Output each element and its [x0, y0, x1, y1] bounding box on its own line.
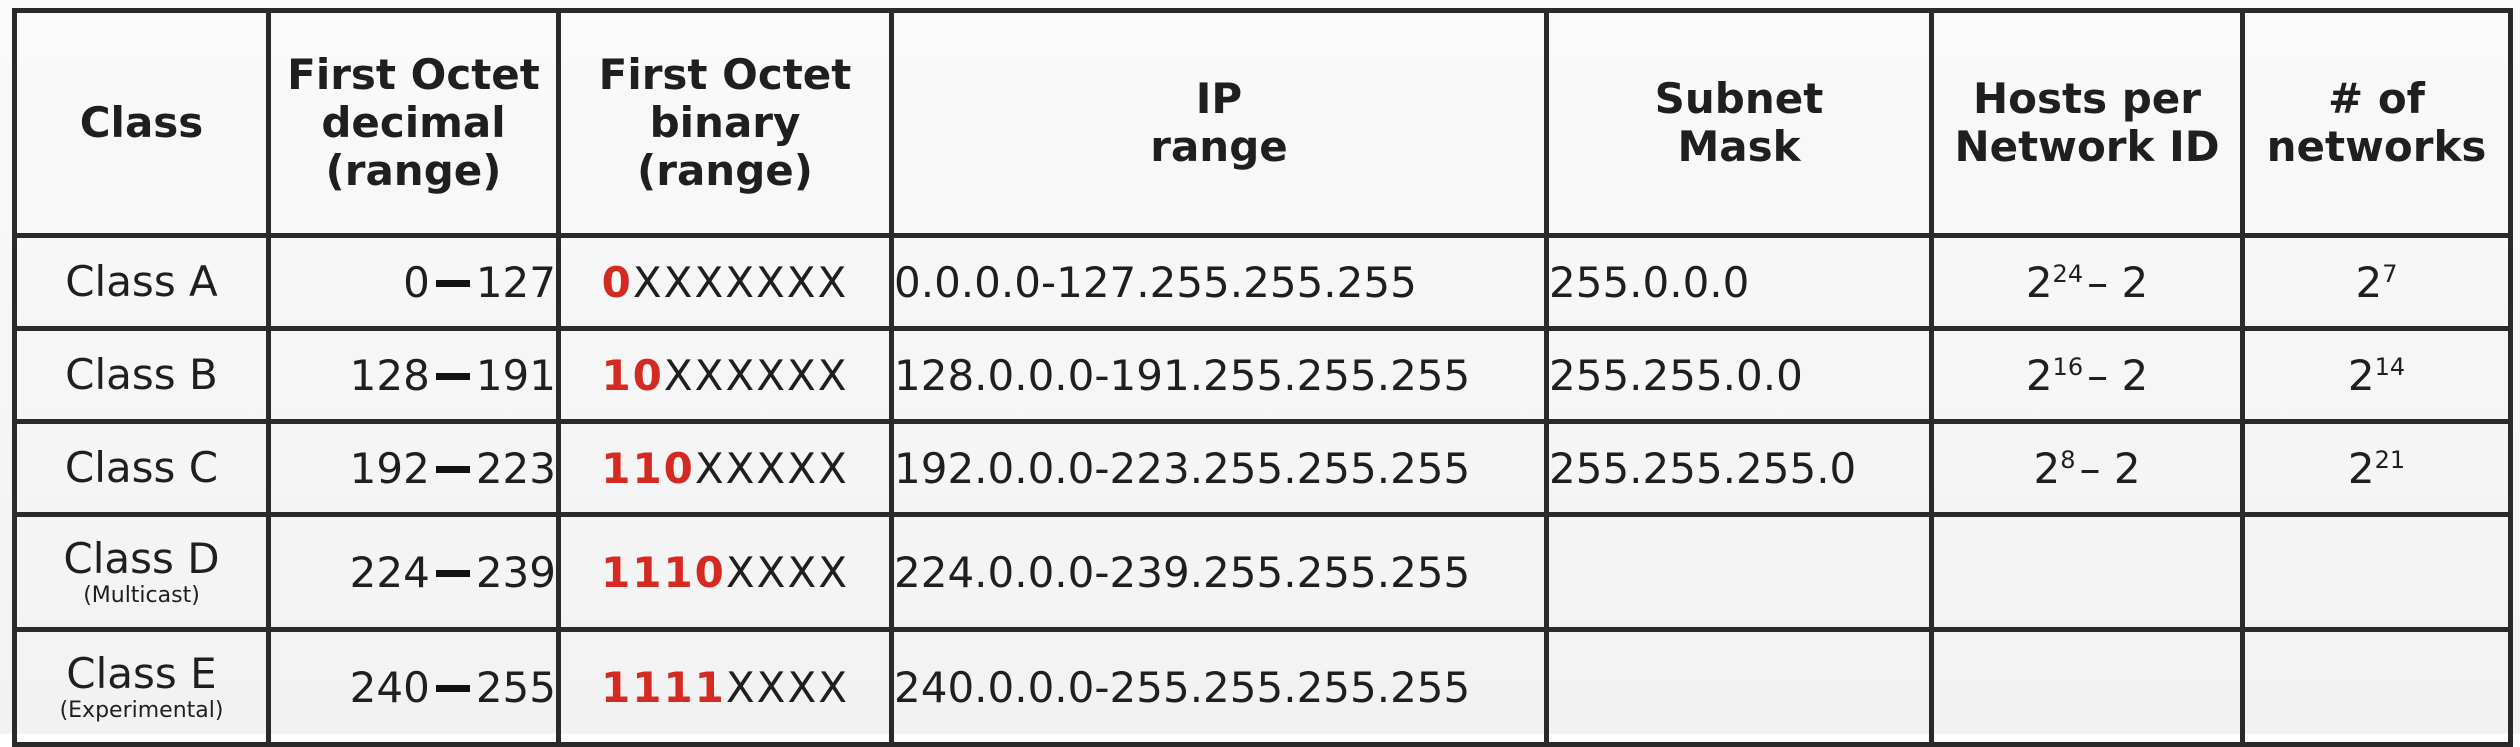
- class-name: Class D: [63, 534, 220, 583]
- decimal-end: 191: [475, 350, 556, 400]
- ip-range-cell: 240.0.0.0-255.255.255.255: [889, 627, 1549, 747]
- range-dash: [435, 279, 470, 287]
- networks-exponent: 21: [2374, 445, 2406, 474]
- hosts-base: 2: [2025, 257, 2053, 307]
- header-hosts-per-network: Hosts per Network ID: [1929, 8, 2245, 238]
- binary-range-cell: 1111XXXX: [556, 627, 894, 747]
- decimal-range-cell: 192 223: [266, 419, 561, 517]
- header-ip-range: IP range: [889, 8, 1549, 238]
- decimal-range-cell: 224 239: [266, 512, 561, 632]
- hosts-exponent: 16: [2052, 352, 2084, 381]
- hosts-cell: [1929, 512, 2245, 632]
- binary-prefix: 10: [601, 350, 664, 400]
- hosts-minus: – 2: [2087, 350, 2149, 400]
- class-subtitle: (Multicast): [83, 583, 200, 608]
- decimal-end: 223: [475, 443, 556, 493]
- binary-range-cell: 0XXXXXXX: [556, 233, 894, 331]
- ip-range-cell: 0.0.0.0-127.255.255.255: [889, 233, 1549, 331]
- decimal-range-cell: 128 191: [266, 326, 561, 424]
- range-dash: [435, 465, 470, 473]
- subnet-mask-cell: [1544, 512, 1934, 632]
- class-name: Class C: [64, 443, 219, 492]
- networks-exponent: 14: [2374, 352, 2406, 381]
- hosts-base: 2: [2033, 443, 2061, 493]
- ip-range-cell: 192.0.0.0-223.255.255.255: [889, 419, 1549, 517]
- binary-prefix: 0: [601, 257, 633, 307]
- range-dash: [435, 684, 470, 692]
- networks-base: 2: [2347, 443, 2375, 493]
- hosts-base: 2: [2025, 350, 2053, 400]
- table-row-class-a: Class A 0 127 0XXXXXXX 0.0.0.0-127.255.25…: [12, 233, 2513, 331]
- subnet-mask-cell: 255.255.0.0: [1544, 326, 1934, 424]
- ip-class-table: Class First Octet decimal (range) First …: [12, 8, 2513, 747]
- range-dash: [435, 569, 470, 577]
- class-cell: Class A: [12, 233, 271, 331]
- networks-cell: 27: [2240, 233, 2513, 331]
- decimal-end: 239: [475, 547, 556, 597]
- decimal-end: 255: [475, 662, 556, 712]
- binary-rest: XXXX: [725, 662, 849, 712]
- networks-base: 2: [2347, 350, 2375, 400]
- table-row-class-c: Class C 192 223 110XXXXX 192.0.0.0-223.25…: [12, 419, 2513, 517]
- header-first-octet-decimal: First Octet decimal (range): [266, 8, 561, 238]
- header-subnet-mask: Subnet Mask: [1544, 8, 1934, 238]
- class-cell: Class B: [12, 326, 271, 424]
- hosts-exponent: 24: [2052, 259, 2084, 288]
- hosts-cell: 224– 2: [1929, 233, 2245, 331]
- header-class: Class: [12, 8, 271, 238]
- networks-base: 2: [2355, 257, 2383, 307]
- binary-range-cell: 110XXXXX: [556, 419, 894, 517]
- networks-cell: 221: [2240, 419, 2513, 517]
- table-row-class-b: Class B 128 191 10XXXXXX 128.0.0.0-191.25…: [12, 326, 2513, 424]
- header-number-of-networks: # of networks: [2240, 8, 2513, 238]
- networks-cell: 214: [2240, 326, 2513, 424]
- class-cell: Class D (Multicast): [12, 512, 271, 632]
- binary-rest: XXXX: [725, 547, 849, 597]
- hosts-minus: – 2: [2087, 257, 2149, 307]
- hosts-cell: 216– 2: [1929, 326, 2245, 424]
- range-dash: [435, 372, 470, 380]
- hosts-minus: – 2: [2079, 443, 2141, 493]
- header-row: Class First Octet decimal (range) First …: [12, 8, 2513, 238]
- class-name: Class B: [65, 350, 218, 399]
- binary-rest: XXXXX: [694, 443, 849, 493]
- decimal-range-cell: 240 255: [266, 627, 561, 747]
- ip-range-cell: 128.0.0.0-191.255.255.255: [889, 326, 1549, 424]
- table-row-class-d: Class D (Multicast) 224 239 1110XXXX 224.…: [12, 512, 2513, 632]
- class-cell: Class E (Experimental): [12, 627, 271, 747]
- decimal-start: 192: [349, 443, 430, 493]
- binary-rest: XXXXXX: [663, 350, 849, 400]
- networks-cell: [2240, 627, 2513, 747]
- subnet-mask-cell: 255.0.0.0: [1544, 233, 1934, 331]
- class-name: Class E: [66, 649, 217, 698]
- binary-prefix: 1111: [601, 662, 726, 712]
- binary-prefix: 1110: [601, 547, 726, 597]
- binary-range-cell: 10XXXXXX: [556, 326, 894, 424]
- class-subtitle: (Experimental): [59, 698, 224, 723]
- networks-exponent: 7: [2382, 259, 2398, 288]
- header-first-octet-binary: First Octet binary (range): [556, 8, 894, 238]
- networks-cell: [2240, 512, 2513, 632]
- decimal-start: 128: [349, 350, 430, 400]
- decimal-start: 224: [349, 547, 430, 597]
- decimal-start: 240: [349, 662, 430, 712]
- binary-rest: XXXXXXX: [632, 257, 849, 307]
- binary-range-cell: 1110XXXX: [556, 512, 894, 632]
- hosts-cell: [1929, 627, 2245, 747]
- subnet-mask-cell: [1544, 627, 1934, 747]
- decimal-range-cell: 0 127: [266, 233, 561, 331]
- subnet-mask-cell: 255.255.255.0: [1544, 419, 1934, 517]
- ip-range-cell: 224.0.0.0-239.255.255.255: [889, 512, 1549, 632]
- hosts-exponent: 8: [2060, 445, 2076, 474]
- class-cell: Class C: [12, 419, 271, 517]
- table-row-class-e: Class E (Experimental) 240 255 1111XXXX 2…: [12, 627, 2513, 747]
- decimal-start: 0: [403, 257, 430, 307]
- decimal-end: 127: [475, 257, 556, 307]
- binary-prefix: 110: [601, 443, 695, 493]
- class-name: Class A: [65, 257, 218, 306]
- hosts-cell: 28– 2: [1929, 419, 2245, 517]
